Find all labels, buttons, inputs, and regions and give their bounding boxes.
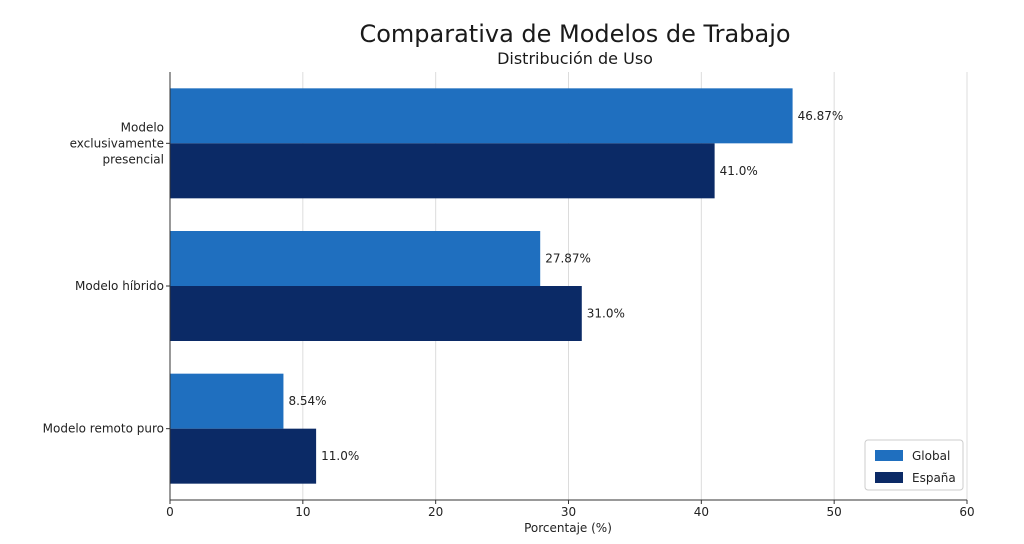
chart-title: Comparativa de Modelos de Trabajo	[359, 20, 790, 48]
legend-swatch-espana	[875, 472, 903, 483]
category-label: Modelo exclusivamente presencial	[70, 120, 164, 166]
data-label: 46.87%	[798, 109, 844, 123]
x-axis-label: Porcentaje (%)	[524, 521, 612, 535]
label-layer: 0 10 20 30 40 50 60 46.87% 41.0% Modelo exclusivam…	[43, 109, 975, 519]
legend-label-espana: España	[912, 471, 956, 485]
category-label: Modelo remoto puro	[43, 422, 164, 436]
category-label-line: presencial	[102, 152, 164, 166]
legend-label-global: Global	[912, 449, 950, 463]
bar-global	[170, 231, 541, 286]
bar-global	[170, 373, 284, 429]
x-tick-label: 50	[827, 505, 842, 519]
data-label: 8.54%	[288, 394, 326, 408]
category-label-line: exclusivamente	[70, 136, 164, 150]
data-label: 27.87%	[545, 252, 591, 266]
category-label-line: Modelo híbrido	[75, 279, 164, 293]
chart-subtitle: Distribución de Uso	[497, 49, 653, 68]
x-tick-label: 60	[959, 505, 974, 519]
category-label-line: Modelo remoto puro	[43, 422, 164, 436]
data-label: 31.0%	[587, 307, 625, 321]
bar-espana	[170, 428, 317, 484]
x-tick-label: 0	[166, 505, 174, 519]
bar-espana	[170, 143, 715, 199]
bar-global	[170, 88, 793, 144]
category-label-line: Modelo	[121, 120, 164, 134]
legend: Global España	[864, 439, 964, 491]
data-label: 11.0%	[321, 449, 359, 463]
category-label: Modelo híbrido	[75, 279, 164, 293]
bar-layer	[170, 88, 793, 484]
data-label: 41.0%	[720, 164, 758, 178]
x-tick-label: 40	[694, 505, 709, 519]
x-tick-label: 20	[428, 505, 443, 519]
x-tick-label: 10	[295, 505, 310, 519]
legend-swatch-global	[875, 450, 903, 461]
x-tick-label: 30	[561, 505, 576, 519]
bar-espana	[170, 286, 582, 341]
